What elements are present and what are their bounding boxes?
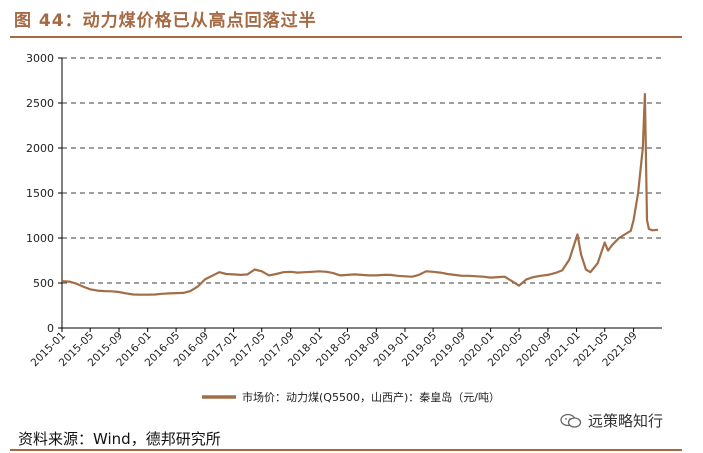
watermark: 远策略知行 (560, 410, 663, 431)
wechat-icon (560, 413, 582, 429)
y-tick-label: 500 (33, 277, 54, 290)
y-tick-label: 2500 (26, 97, 54, 110)
y-tick-label: 2000 (26, 142, 54, 155)
gridlines (62, 57, 662, 284)
legend: 市场价：动力煤(Q5500，山西产)：秦皇岛（元/吨） (202, 390, 500, 404)
series-layer (61, 92, 659, 296)
figure-title: 图 44：动力煤价格已从高点回落过半 (14, 11, 317, 31)
y-tick-label: 1000 (26, 232, 54, 245)
x-axis-ticks: 2015-012015-052015-092016-012016-052016-… (29, 328, 640, 369)
bottom-divider (10, 449, 682, 451)
series-line (61, 92, 659, 296)
source-note: 资料来源：Wind，德邦研究所 (18, 430, 221, 448)
title-divider (10, 36, 682, 38)
watermark-text: 远策略知行 (588, 412, 664, 430)
y-tick-label: 1500 (26, 187, 54, 200)
y-axis-ticks: 0 500 1000 1500 2000 2500 3000 (26, 52, 62, 335)
y-tick-label: 3000 (26, 52, 54, 65)
y-tick-label: 0 (47, 322, 54, 335)
legend-label: 市场价：动力煤(Q5500，山西产)：秦皇岛（元/吨） (242, 390, 500, 404)
coal-price-chart: 0 500 1000 1500 2000 2500 3000 2015-012015-052… (26, 52, 662, 404)
